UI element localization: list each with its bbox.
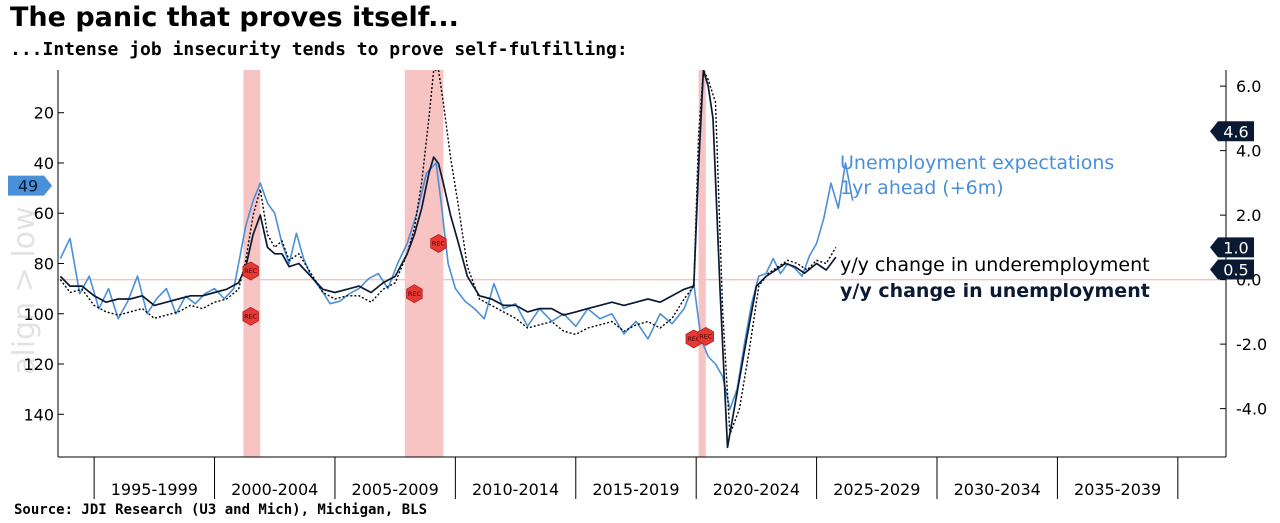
annotation-expectations-line1: Unemployment expectations [840,152,1114,174]
rec-marker-2: REC [406,284,423,304]
x-axis: 1995-1999 2000-2004 2005-2009 2010-2014 2015… [93,457,1179,499]
rec-marker-shape [406,284,423,304]
x-tick-label: 1995-1999 [111,480,198,499]
right-tick-label: -2.0 [1236,335,1267,354]
series-unemployment-line [59,70,837,449]
rec-marker-shape [242,261,259,281]
badge-underemployment-46: 4.6 [1210,121,1254,142]
x-tick-label: 2000-2004 [231,480,318,499]
badge-underemployment-10-text: 1.0 [1223,238,1248,257]
badge-underemployment-46-text: 4.6 [1223,122,1248,141]
left-tick-label: 60 [34,204,54,223]
annotation-unemployment: y/y change in unemployment [840,280,1150,302]
x-tick-label: 2030-2034 [954,480,1041,499]
rec-marker-3: REC [430,233,447,253]
rec-marker-label: REC [432,240,446,248]
recession-bands [243,70,706,457]
rec-marker-label: REC [244,267,258,275]
rec-marker-5: REC [697,326,714,346]
badge-unemployment-05: 0.5 [1210,259,1254,280]
badge-expectations-shape [8,175,52,196]
rec-marker-shape [430,233,447,253]
x-tick-label: 2020-2024 [713,480,800,499]
annotation-underemployment: y/y change in underemployment [840,254,1150,276]
badge-underemployment-46-shape [1210,121,1254,142]
value-badges: 49 4.6 1.0 0.5 [8,121,1254,280]
badge-unemployment-05-text: 0.5 [1223,261,1248,280]
rec-marker-label: REC [408,290,422,298]
x-tick-label: 2015-2019 [592,480,679,499]
left-tick-label: 100 [23,305,54,324]
recession-band-1 [404,70,444,457]
rec-marker-label: REC [699,333,713,341]
left-tick-label: 80 [34,255,54,274]
chart-title: The panic that proves itself... [10,2,459,33]
x-tick-label: 2035-2039 [1074,480,1161,499]
badge-expectations-text: 49 [18,177,38,196]
recession-band-2 [698,70,706,457]
chart-subtitle: ...Intense job insecurity tends to prove… [10,39,628,60]
badge-expectations: 49 [8,175,52,196]
series-lines [59,70,854,449]
left-tick-label: 120 [23,355,54,374]
source-note: Source: JDI Research (U3 and Mich), Mich… [14,502,428,518]
series-underemployment-line [59,70,837,436]
rec-marker-shape [242,306,259,326]
rec-marker-label: REC [244,312,258,320]
rec-marker-1: REC [242,306,259,326]
badge-unemployment-05-shape [1210,259,1254,280]
left-tick-label: 40 [34,154,54,173]
badge-underemployment-10-shape [1210,237,1254,258]
left-axis: 20 40 60 80 100 120 140 [23,104,64,424]
right-tick-label: -4.0 [1236,400,1267,419]
annotation-expectations-line2: 1yr ahead (+6m) [840,177,1004,199]
series-expectations-line [59,162,854,411]
series-annotations: Unemployment expectations 1yr ahead (+6m)… [840,152,1150,302]
left-tick-label: 20 [34,104,54,123]
right-tick-label: 4.0 [1236,142,1261,161]
rec-marker-shape [697,326,714,346]
watermark-text: align > low [7,206,42,375]
left-tick-label: 140 [23,405,54,424]
right-axis: 6.04.02.00.0-2.0-4.0 [1220,77,1267,419]
x-tick-label: 2010-2014 [472,480,559,499]
right-tick-label: 6.0 [1236,77,1261,96]
right-tick-label: 2.0 [1236,206,1261,225]
x-tick-label: 2025-2029 [833,480,920,499]
rec-marker-label: REC [687,335,701,343]
watermark: align > low [7,206,42,375]
rec-marker-0: REC [242,261,259,281]
badge-underemployment-10: 1.0 [1210,237,1254,258]
x-tick-label: 2005-2009 [352,480,439,499]
